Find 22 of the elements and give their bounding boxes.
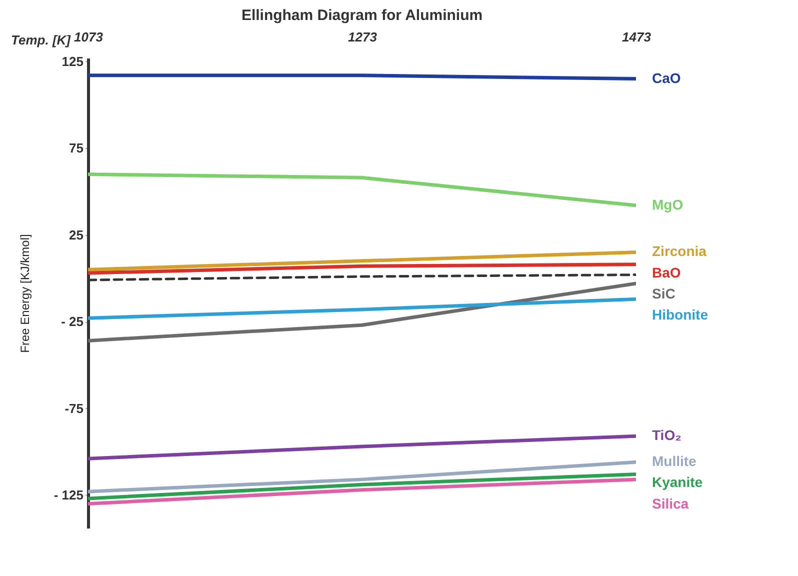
series-label: BaO xyxy=(652,264,681,280)
series-label: MgO xyxy=(652,196,684,212)
series-label: Zirconia xyxy=(652,243,707,260)
series-label: SiC xyxy=(652,286,676,302)
y-tick-label: - 125 xyxy=(54,488,84,503)
x-axis-title: Temp. [K] xyxy=(11,32,72,48)
series-label: Kyanite xyxy=(652,474,703,490)
y-tick-label: - 25 xyxy=(61,314,84,330)
series-label: TiO₂ xyxy=(652,427,682,444)
x-tick-label: 1073 xyxy=(74,30,104,44)
x-tick-label: 1273 xyxy=(348,30,378,44)
series-label: Hibonite xyxy=(652,306,708,323)
chart-title: Ellingham Diagram for Aluminium xyxy=(241,7,483,24)
y-axis-title: Free Energy [KJ/kmol] xyxy=(18,234,32,353)
x-tick-label: 1473 xyxy=(622,30,652,44)
series-label: CaO xyxy=(652,70,681,86)
series-label: Mullite xyxy=(652,453,697,470)
y-tick-label: 75 xyxy=(69,140,84,156)
series-label: Silica xyxy=(652,495,689,512)
y-tick-label: -75 xyxy=(64,400,84,416)
y-tick-label: 125 xyxy=(62,54,84,69)
y-tick-label: 25 xyxy=(69,227,84,242)
